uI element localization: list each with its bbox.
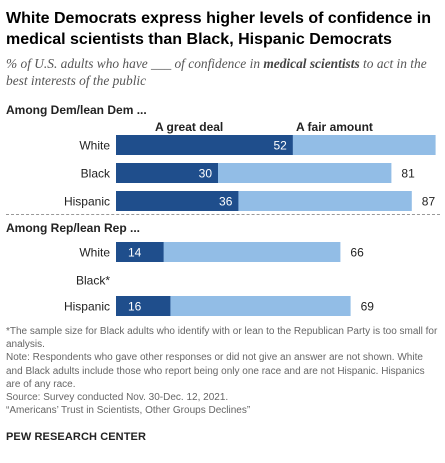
value-total-rep-hispanic: 69 bbox=[361, 300, 375, 314]
category-label-rep-hispanic: Hispanic bbox=[64, 300, 110, 314]
value-total-dem-black: 81 bbox=[401, 167, 415, 181]
bar-great-deal-dem-hispanic bbox=[116, 191, 239, 211]
asterisk-note: *The sample size for Black adults who id… bbox=[6, 326, 438, 351]
bar-great-deal-rep-white bbox=[116, 242, 164, 262]
brand-logo-text: PEW RESEARCH CENTER bbox=[6, 431, 147, 443]
report-title: “Americans’ Trust in Scientists, Other G… bbox=[6, 405, 251, 417]
category-label-dem-hispanic: Hispanic bbox=[64, 195, 110, 209]
chart-title: White Democrats express higher levels of… bbox=[6, 10, 432, 48]
legend-great-deal: A great deal bbox=[155, 120, 223, 134]
bar-great-deal-dem-black bbox=[116, 163, 218, 183]
value-great-deal-dem-hispanic: 36 bbox=[219, 195, 233, 209]
subtitle-post: to act in the best interests of the publ… bbox=[6, 56, 427, 88]
bar-fair-amount-rep-white bbox=[116, 242, 341, 262]
category-label-rep-white: White bbox=[79, 246, 110, 260]
category-label-rep-black: Black* bbox=[76, 274, 110, 288]
value-great-deal-rep-white: 14 bbox=[128, 246, 142, 260]
chart-subtitle: % of U.S. adults who have ___ of confide… bbox=[6, 55, 438, 89]
value-great-deal-rep-hispanic: 16 bbox=[128, 300, 142, 314]
subtitle-bold: medical scientists bbox=[263, 56, 360, 71]
value-total-rep-white: 66 bbox=[350, 246, 364, 260]
bar-chart: A great deal A fair amount Among Dem/lean … bbox=[6, 103, 436, 316]
group-label-dem: Among Dem/lean Dem ... bbox=[6, 103, 147, 117]
bar-fair-amount-rep-hispanic bbox=[116, 296, 351, 316]
chart-notes: *The sample size for Black adults who id… bbox=[6, 325, 440, 417]
bar-great-deal-dem-white bbox=[116, 135, 293, 155]
source-text: Source: Survey conducted Nov. 30-Dec. 12… bbox=[6, 392, 229, 404]
legend-fair-amount: A fair amount bbox=[296, 120, 373, 134]
category-label-dem-black: Black bbox=[81, 167, 111, 181]
value-total-dem-hispanic: 87 bbox=[422, 195, 436, 209]
bar-great-deal-rep-hispanic bbox=[116, 296, 171, 316]
group-divider bbox=[6, 214, 440, 215]
note-text: Note: Respondents who gave other respons… bbox=[6, 352, 425, 390]
value-great-deal-dem-black: 30 bbox=[199, 167, 213, 181]
subtitle-pre: % of U.S. adults who have ___ of confide… bbox=[6, 56, 264, 71]
category-label-dem-white: White bbox=[79, 139, 110, 153]
value-great-deal-dem-white: 52 bbox=[273, 139, 287, 153]
group-label-rep: Among Rep/lean Rep ... bbox=[6, 221, 140, 235]
